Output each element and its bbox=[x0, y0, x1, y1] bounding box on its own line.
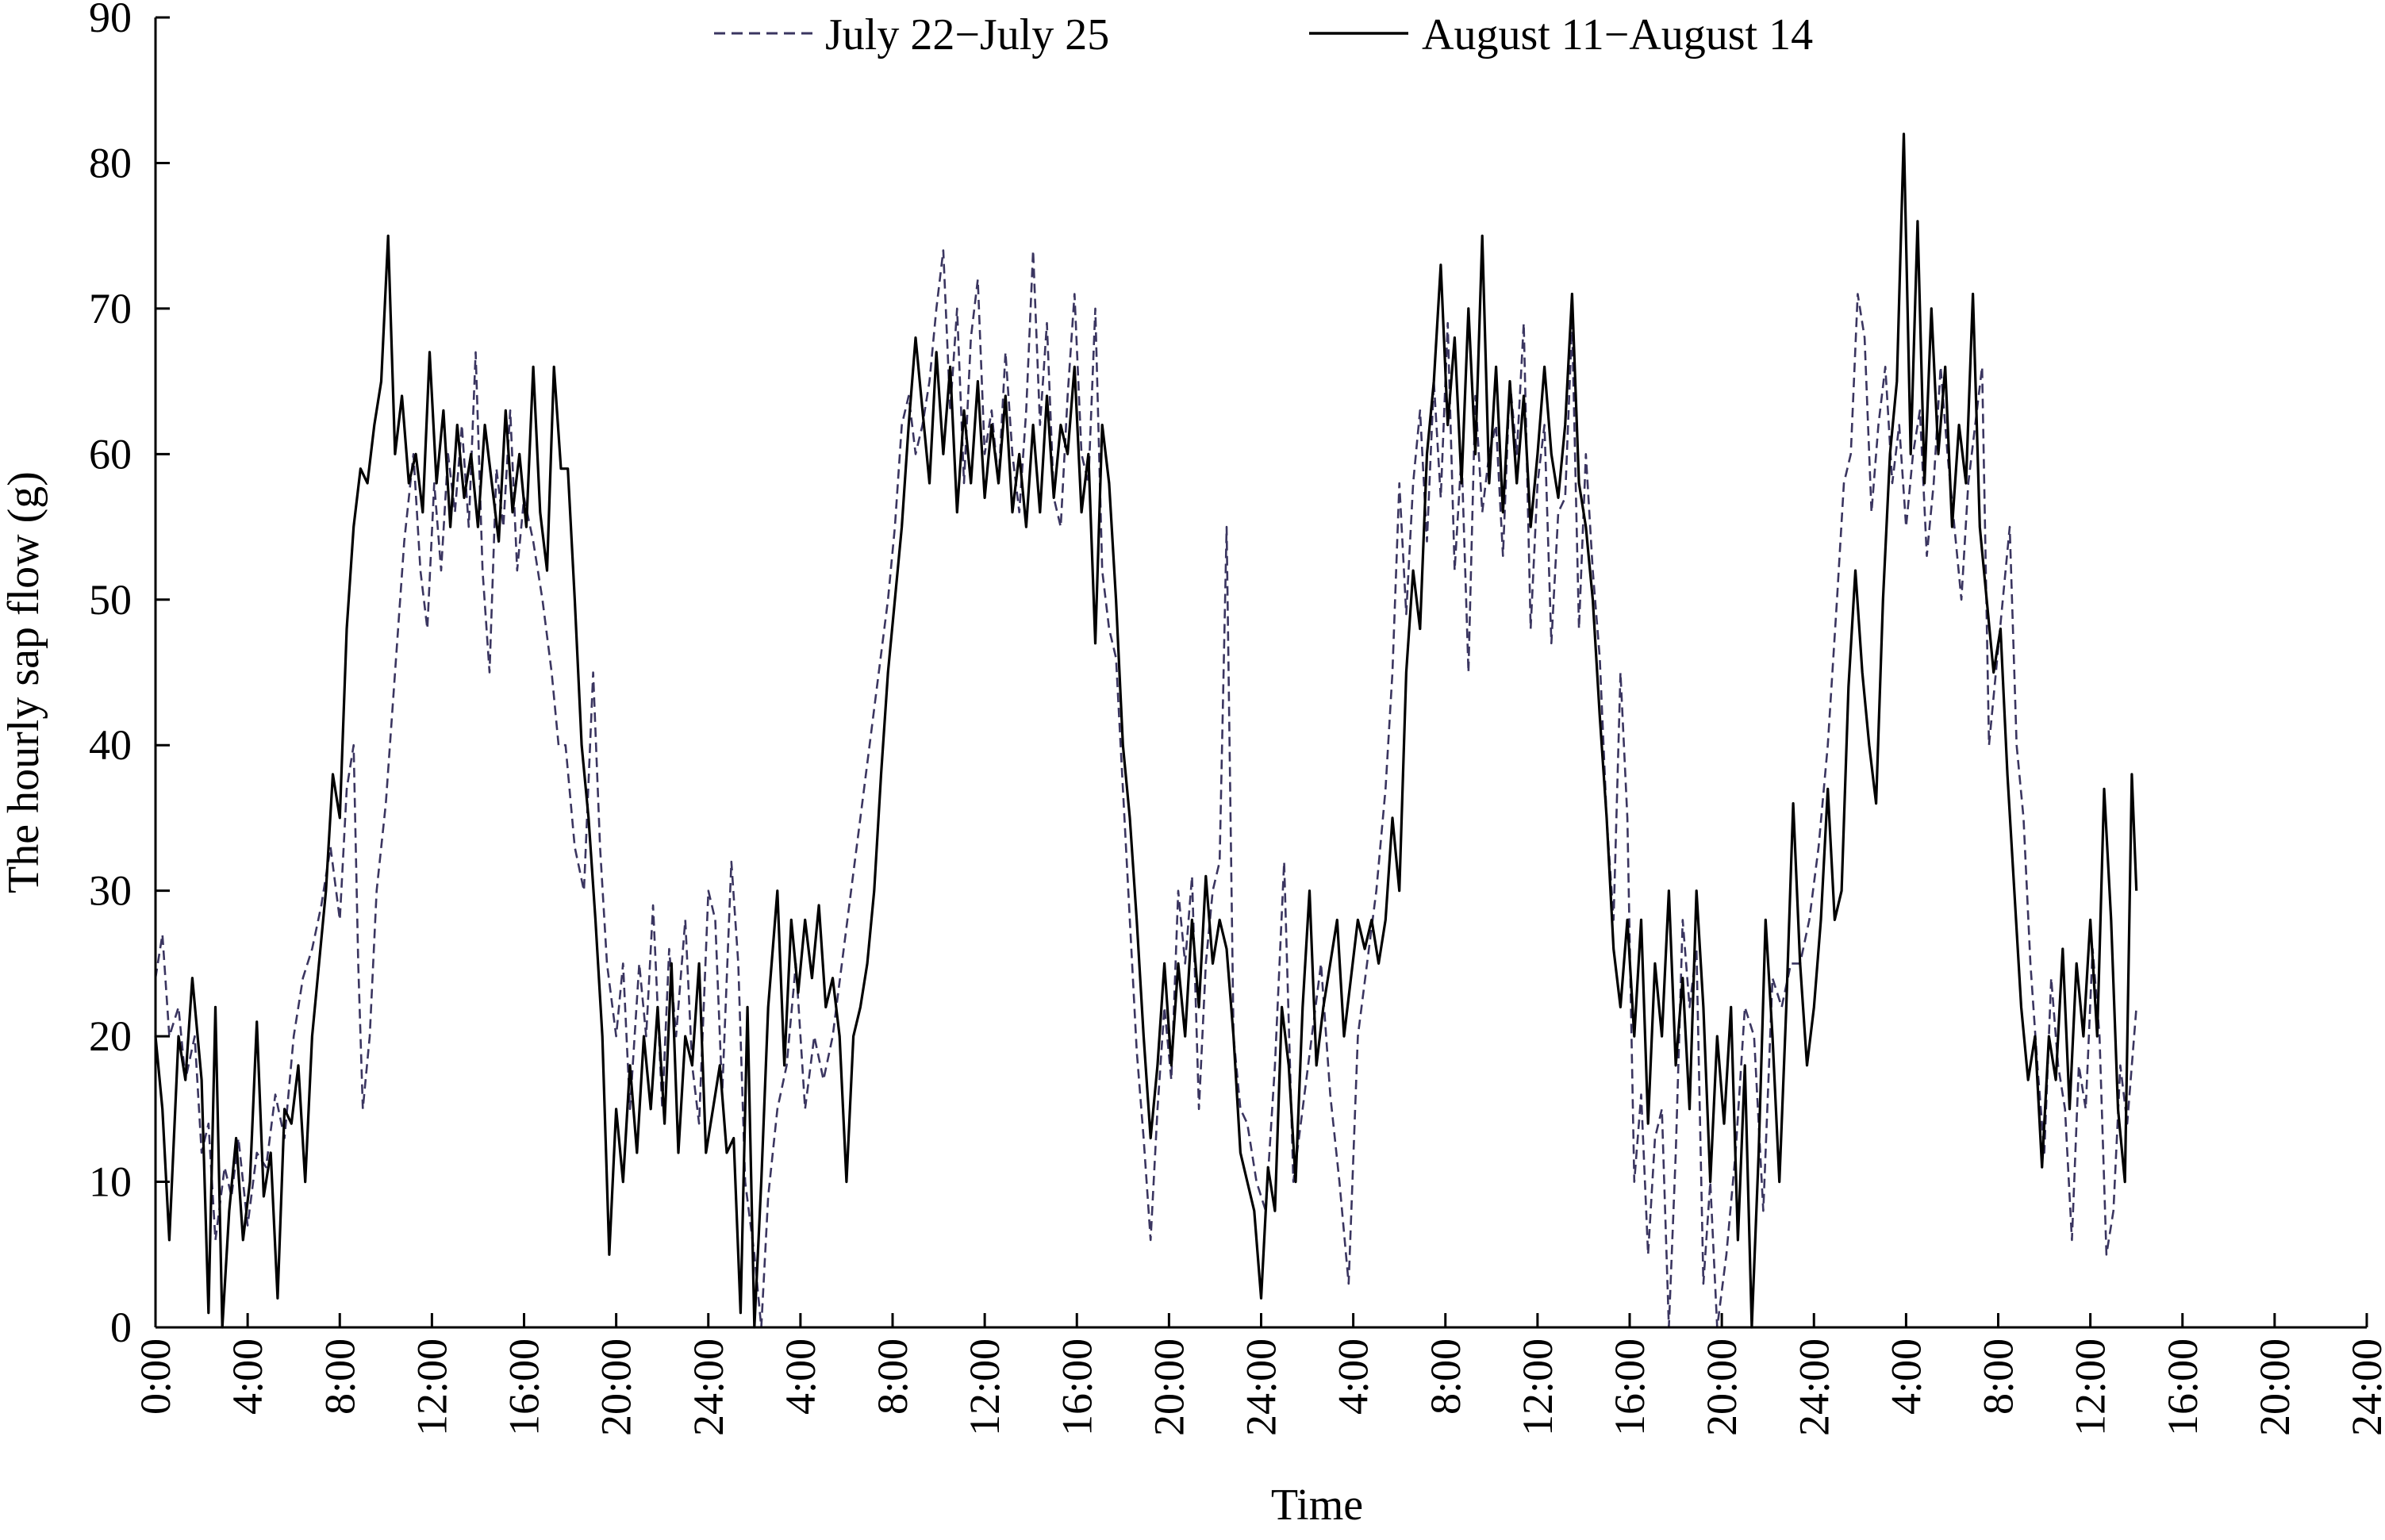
x-tick-label: 4:00 bbox=[224, 1338, 271, 1415]
y-tick-label: 0 bbox=[110, 1304, 132, 1351]
y-tick-label: 70 bbox=[89, 285, 132, 332]
x-axis-ticks: 0:00 4:00 8:00 12:00 16:00 20:00 24:00 4:00 8:00… bbox=[132, 1313, 2385, 1436]
x-tick-label: 12:00 bbox=[2067, 1338, 2114, 1436]
x-axis-title: Time bbox=[1271, 1480, 1363, 1530]
x-tick-label: 20:00 bbox=[1698, 1338, 1746, 1436]
x-tick-label: 16:00 bbox=[501, 1338, 548, 1436]
series-line-august bbox=[154, 132, 2138, 1329]
x-tick-label: 24:00 bbox=[685, 1338, 732, 1436]
x-tick-label: 8:00 bbox=[1422, 1338, 1469, 1415]
x-tick-label: 12:00 bbox=[408, 1338, 455, 1436]
x-tick-label: 12:00 bbox=[961, 1338, 1008, 1436]
legend: July 22−July 25 August 11−August 14 bbox=[714, 10, 1813, 60]
x-tick-label: 8:00 bbox=[869, 1338, 916, 1415]
x-tick-label: 4:00 bbox=[1882, 1338, 1930, 1415]
y-tick-label: 60 bbox=[89, 430, 132, 478]
axes bbox=[154, 17, 2367, 1329]
y-tick-label: 80 bbox=[89, 139, 132, 186]
y-tick-label: 40 bbox=[89, 721, 132, 769]
y-axis-ticks: 0 10 20 30 40 50 60 70 80 90 bbox=[89, 0, 170, 1351]
x-tick-label: 8:00 bbox=[1975, 1338, 2022, 1415]
x-tick-label: 24:00 bbox=[1790, 1338, 1838, 1436]
x-tick-label: 24:00 bbox=[2343, 1338, 2385, 1436]
x-tick-label: 8:00 bbox=[316, 1338, 363, 1415]
x-tick-label: 20:00 bbox=[593, 1338, 640, 1436]
y-tick-label: 50 bbox=[89, 576, 132, 624]
y-tick-label: 10 bbox=[89, 1158, 132, 1206]
x-tick-label: 20:00 bbox=[2251, 1338, 2299, 1436]
series-line-july bbox=[154, 249, 2137, 1329]
x-tick-label: 16:00 bbox=[1606, 1338, 1653, 1436]
x-tick-label: 24:00 bbox=[1238, 1338, 1285, 1436]
y-tick-label: 90 bbox=[89, 0, 132, 41]
x-tick-label: 16:00 bbox=[2159, 1338, 2206, 1436]
x-tick-label: 16:00 bbox=[1053, 1338, 1100, 1436]
legend-label-august: August 11−August 14 bbox=[1422, 10, 1813, 60]
y-tick-label: 30 bbox=[89, 867, 132, 915]
x-tick-label: 4:00 bbox=[777, 1338, 824, 1415]
x-tick-label: 20:00 bbox=[1145, 1338, 1192, 1436]
y-axis-title: The hourly sap flow (g) bbox=[0, 471, 48, 893]
x-tick-label: 0:00 bbox=[132, 1338, 179, 1415]
y-tick-label: 20 bbox=[89, 1012, 132, 1060]
x-tick-label: 12:00 bbox=[1514, 1338, 1561, 1436]
x-tick-label: 4:00 bbox=[1330, 1338, 1377, 1415]
legend-label-july: July 22−July 25 bbox=[825, 10, 1109, 60]
plot-lines bbox=[154, 132, 2138, 1329]
